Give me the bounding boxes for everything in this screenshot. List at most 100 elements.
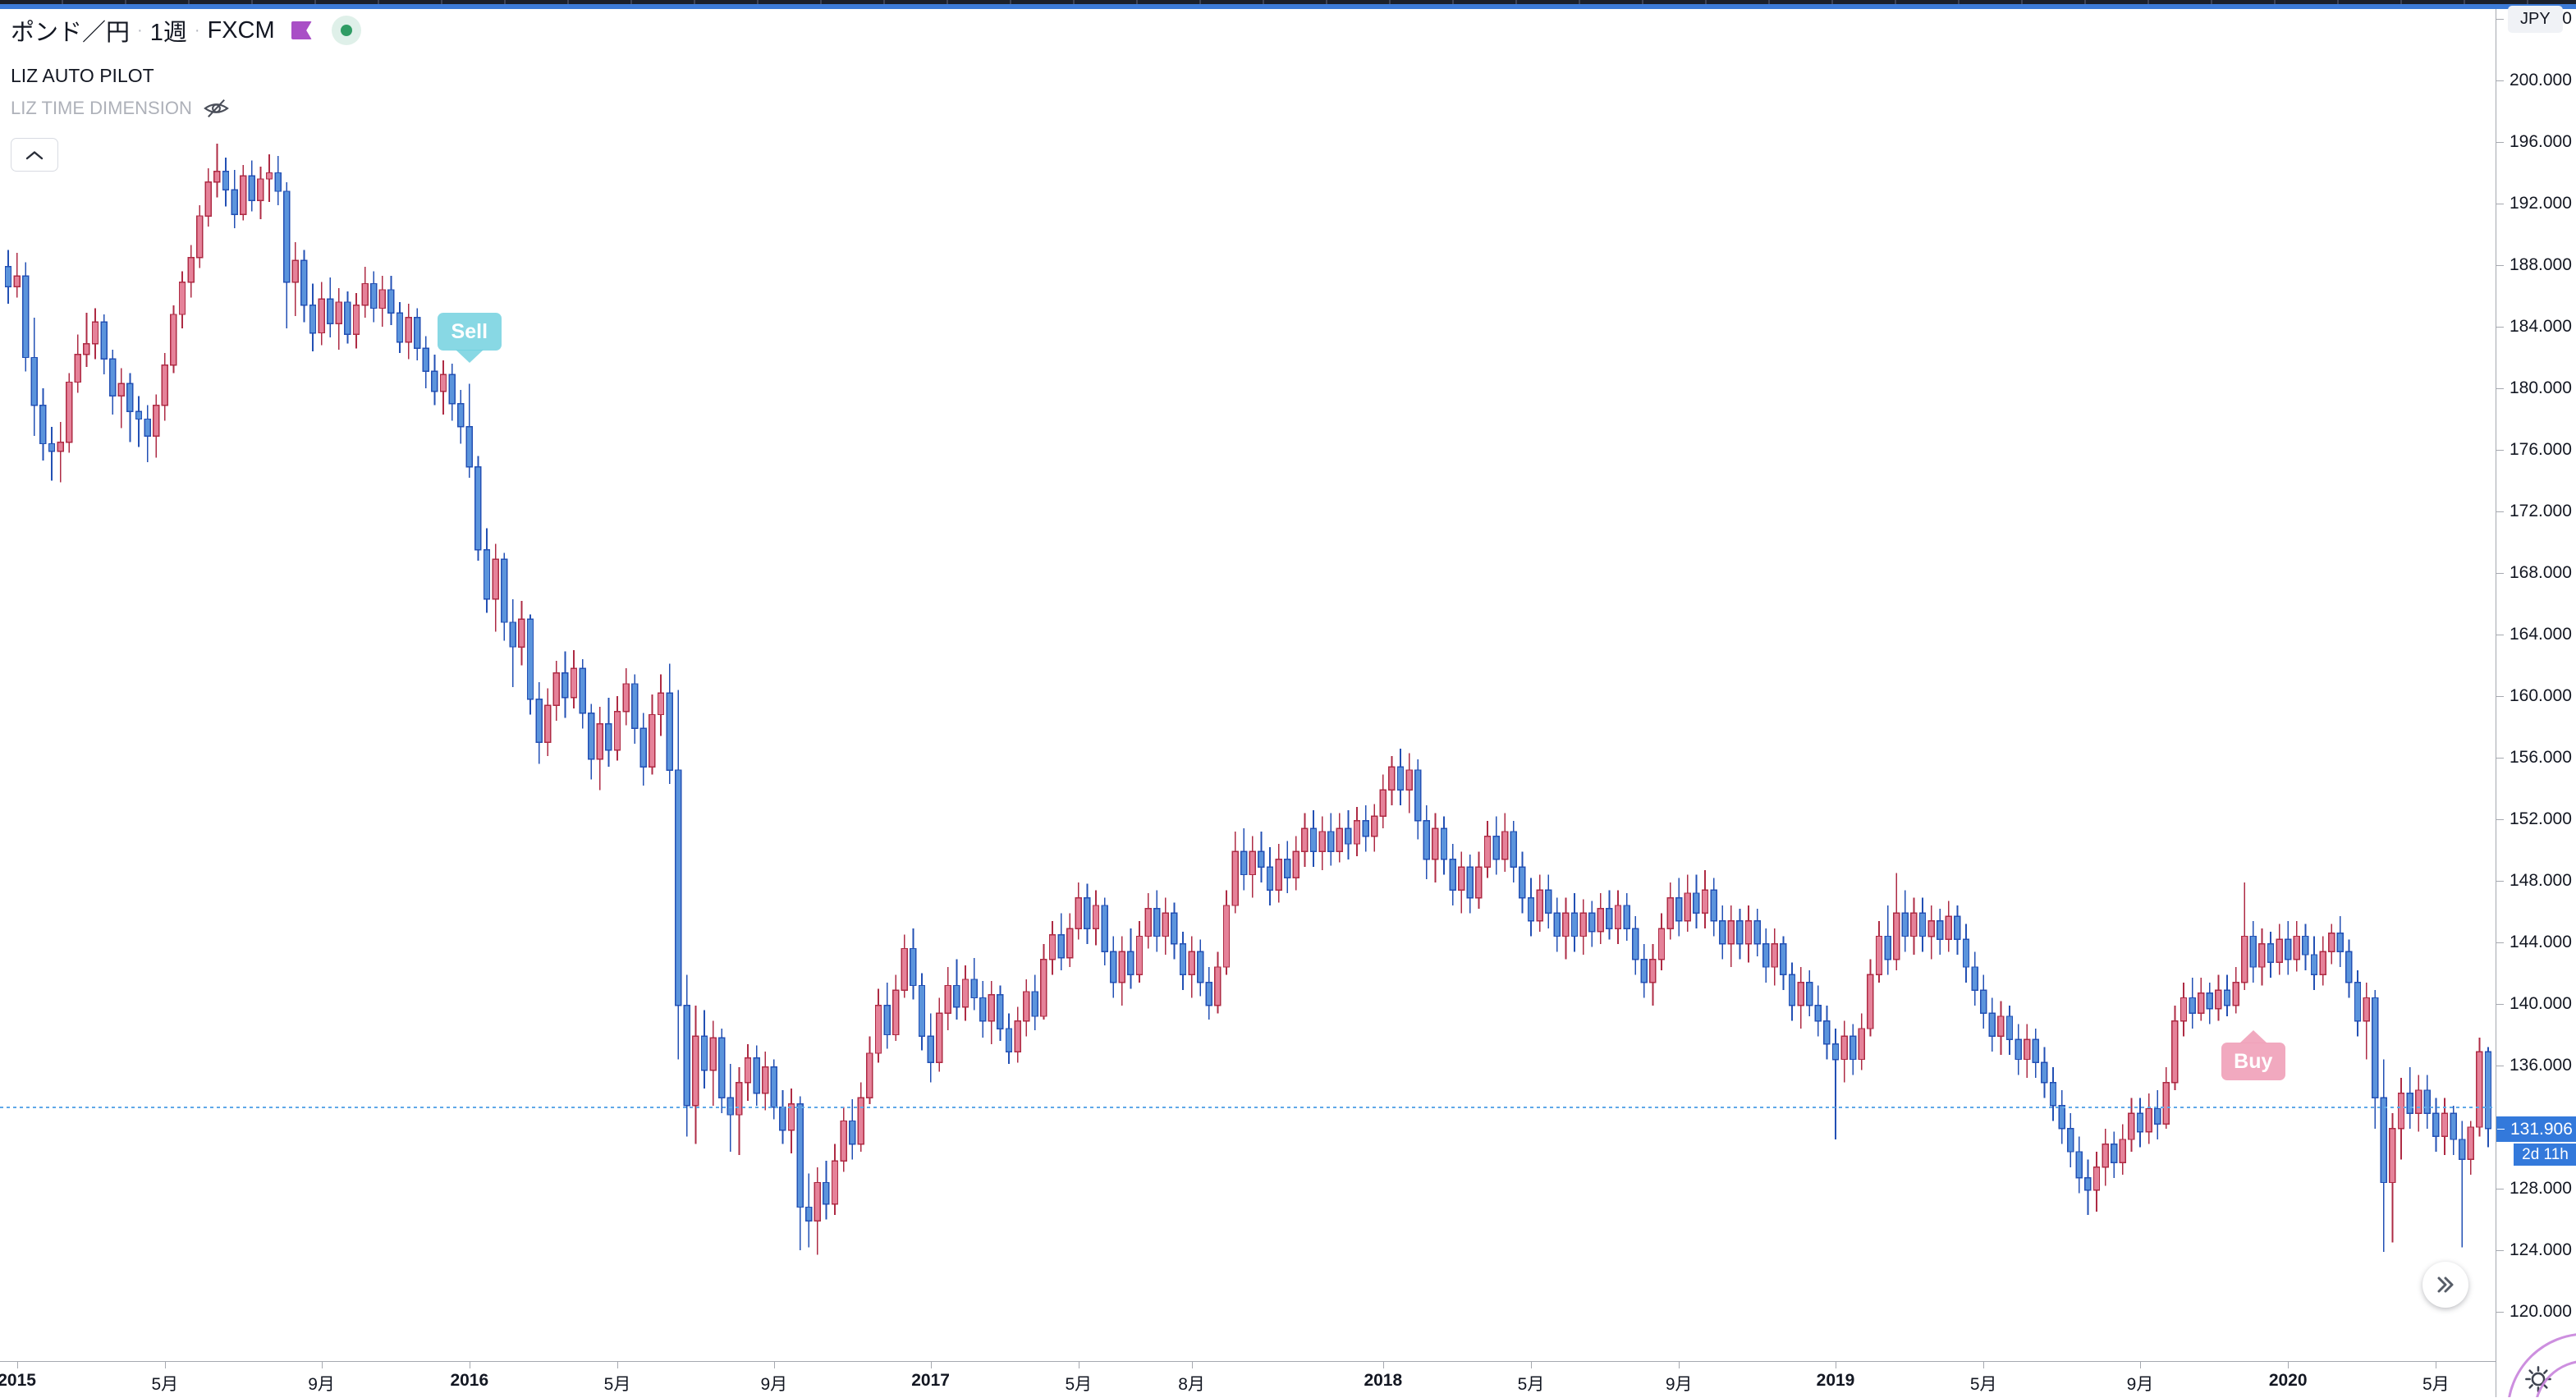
time-tick-label: 5月 — [603, 1375, 631, 1394]
price-tick — [2496, 388, 2504, 389]
price-tick-label: 200.000 — [2510, 71, 2572, 89]
time-tick — [1679, 1362, 1680, 1368]
price-tick-label: 188.000 — [2510, 255, 2572, 274]
price-tick-label: 192.000 — [2510, 194, 2572, 213]
double-chevron-right-icon — [2437, 1277, 2454, 1293]
price-tick-label: 140.000 — [2510, 994, 2572, 1013]
time-tick — [2140, 1362, 2141, 1368]
time-tick-label: 5月 — [2422, 1375, 2450, 1394]
price-tick-label: 196.000 — [2510, 132, 2572, 151]
study-label: LIZ TIME DIMENSION — [11, 98, 192, 118]
chart-pane[interactable]: Sell Buy — [0, 9, 2496, 1361]
currency-badge[interactable]: JPY — [2508, 6, 2563, 33]
time-tick-label: 5月 — [1969, 1375, 1997, 1394]
price-tick — [2496, 942, 2504, 943]
time-tick-label: 5月 — [1065, 1375, 1093, 1394]
time-tick-label: 2019 — [1816, 1371, 1855, 1390]
buy-signal-label: Buy — [2234, 1049, 2273, 1073]
time-tick-label: 2015 — [0, 1371, 36, 1390]
price-tick — [2496, 881, 2504, 882]
price-tick — [2496, 142, 2504, 143]
time-tick — [1191, 1362, 1193, 1368]
browser-accent-bar — [0, 4, 2576, 9]
sell-signal-marker: Sell — [437, 313, 502, 351]
price-tick — [2496, 265, 2504, 266]
axis-corner-box — [2496, 1361, 2576, 1397]
chart-settings-button[interactable] — [2524, 1365, 2552, 1397]
price-tick — [2496, 80, 2504, 81]
flag-icon[interactable] — [291, 21, 312, 39]
price-tick — [2496, 573, 2504, 574]
legend-separator: · — [194, 21, 200, 39]
price-tick — [2496, 696, 2504, 697]
time-tick-label: 9月 — [1665, 1375, 1693, 1394]
price-tick — [2496, 1312, 2504, 1313]
time-tick — [773, 1362, 775, 1368]
time-tick-label: 9月 — [760, 1375, 788, 1394]
time-tick — [1382, 1362, 1384, 1368]
legend-collapse-button[interactable] — [11, 138, 58, 172]
price-tick — [2496, 758, 2504, 759]
legend-separator: · — [137, 21, 143, 39]
price-tick-label: 160.000 — [2510, 686, 2572, 705]
time-tick — [1983, 1362, 1985, 1368]
time-tick-label: 5月 — [151, 1375, 179, 1394]
study-liz-time-dimension[interactable]: LIZ TIME DIMENSION — [11, 98, 361, 119]
price-tick-label: 184.000 — [2510, 317, 2572, 336]
time-tick-label: 2018 — [1364, 1371, 1403, 1390]
browser-top-bar — [0, 0, 2576, 4]
time-tick-label: 2016 — [450, 1371, 489, 1390]
price-tick-label: 180.000 — [2510, 378, 2572, 397]
price-tick-label: 144.000 — [2510, 933, 2572, 951]
price-tick-label: 164.000 — [2510, 625, 2572, 644]
price-axis[interactable]: 204.000200.000196.000192.000188.000184.0… — [2496, 6, 2576, 1361]
price-tick — [2496, 1250, 2504, 1251]
price-tick — [2496, 1004, 2504, 1005]
price-tick-label: 152.000 — [2510, 809, 2572, 828]
sell-signal-label: Sell — [451, 319, 488, 343]
last-price-label: 131.906 — [2496, 1116, 2576, 1142]
price-tick — [2496, 450, 2504, 451]
price-tick — [2496, 819, 2504, 820]
time-tick-label: 5月 — [1517, 1375, 1545, 1394]
price-tick-label: 120.000 — [2510, 1302, 2572, 1321]
symbol-name: ポンド／円 — [11, 20, 131, 46]
time-tick-label: 2020 — [2268, 1371, 2308, 1390]
scroll-to-latest-button[interactable] — [2422, 1262, 2468, 1308]
time-tick — [930, 1362, 932, 1368]
price-tick-label: 176.000 — [2510, 440, 2572, 459]
time-tick — [1531, 1362, 1532, 1368]
price-tick-label: 136.000 — [2510, 1056, 2572, 1075]
symbol-exchange: FXCM — [207, 16, 275, 44]
price-tick-label: 168.000 — [2510, 563, 2572, 582]
chevron-up-icon — [25, 150, 44, 159]
symbol-row[interactable]: ポンド／円 · 1週 · FXCM — [11, 13, 361, 48]
price-tick-label: 172.000 — [2510, 502, 2572, 520]
price-tick — [2496, 19, 2504, 20]
price-tick-label: 156.000 — [2510, 748, 2572, 767]
time-tick — [164, 1362, 166, 1368]
chart-legend: ポンド／円 · 1週 · FXCM LIZ AUTO PILOT LIZ TIM… — [11, 13, 361, 172]
candlestick-chart[interactable] — [0, 9, 2496, 1361]
bar-countdown-label: 2d 11h — [2514, 1143, 2576, 1166]
time-axis[interactable]: 2015 5月 9月 2016 5月 9月 2017 5月 8月 2018 5月 9月 2019 5月 9月… — [0, 1361, 2496, 1398]
gear-icon — [2525, 1366, 2551, 1392]
price-tick — [2496, 327, 2504, 328]
price-tick-label: 128.000 — [2510, 1179, 2572, 1198]
study-liz-auto-pilot[interactable]: LIZ AUTO PILOT — [11, 65, 154, 86]
time-tick — [2288, 1362, 2290, 1368]
symbol-interval: 1週 — [149, 20, 187, 46]
price-tick — [2496, 511, 2504, 512]
time-tick — [16, 1362, 18, 1368]
eye-off-icon[interactable] — [204, 98, 229, 119]
price-tick-label: 124.000 — [2510, 1240, 2572, 1259]
time-tick — [617, 1362, 618, 1368]
time-tick-label: 8月 — [1178, 1375, 1205, 1394]
time-tick-label: 2017 — [911, 1371, 950, 1390]
buy-signal-marker: Buy — [2221, 1043, 2285, 1080]
time-tick — [321, 1362, 323, 1368]
price-tick-label: 148.000 — [2510, 871, 2572, 890]
time-tick-label: 9月 — [2126, 1375, 2154, 1394]
time-tick-label: 9月 — [308, 1375, 335, 1394]
market-status-icon[interactable] — [331, 16, 361, 45]
